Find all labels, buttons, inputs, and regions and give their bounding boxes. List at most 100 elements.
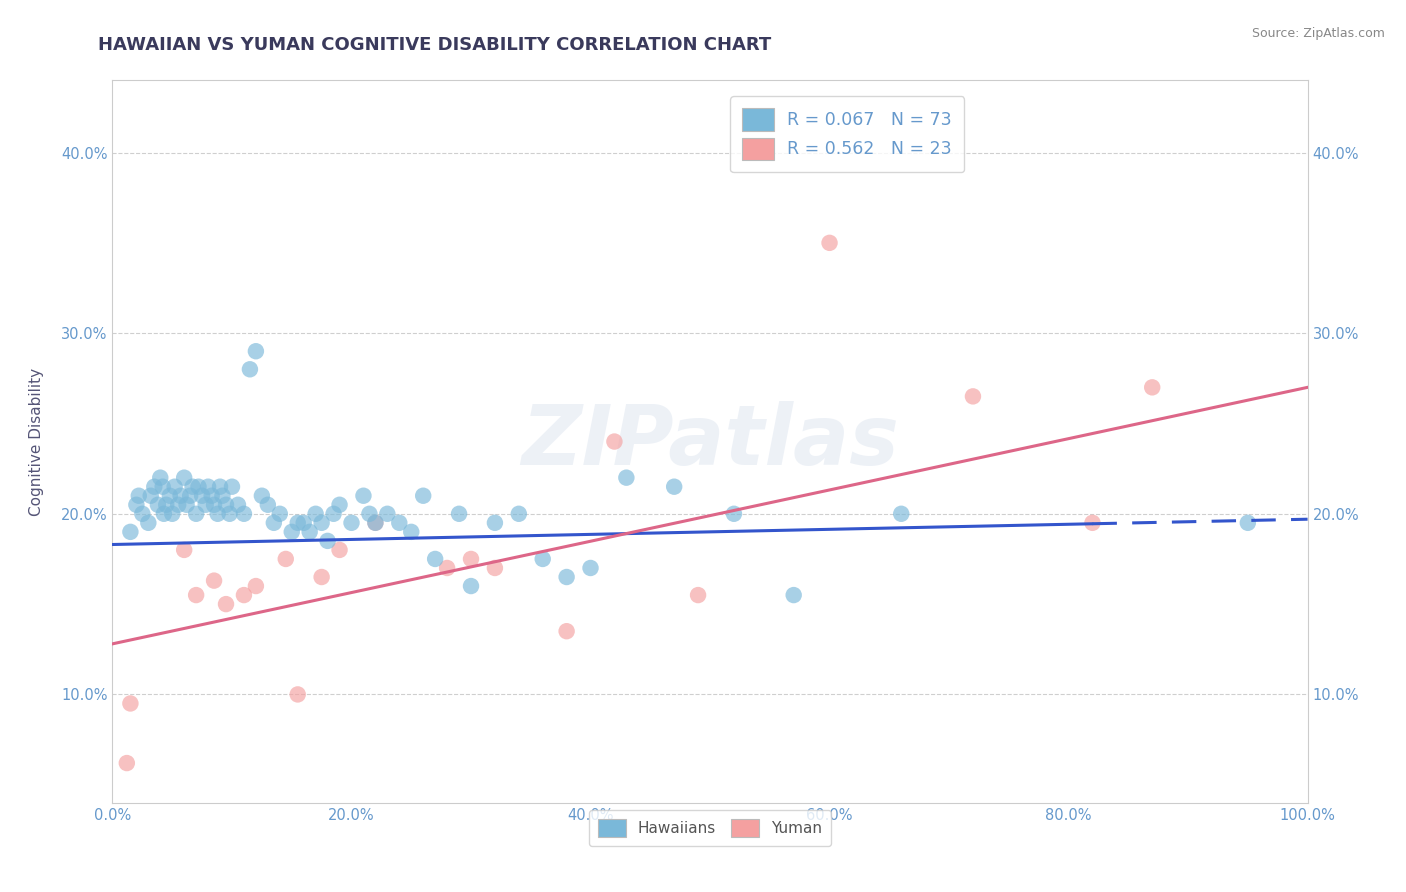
Point — [1081, 516, 1104, 530]
Point — [311, 516, 333, 530]
Point — [447, 507, 470, 521]
Point — [364, 516, 387, 530]
Point — [250, 489, 273, 503]
Point — [890, 507, 912, 521]
Point — [221, 480, 243, 494]
Point — [287, 687, 309, 701]
Point — [484, 516, 506, 530]
Point — [215, 498, 238, 512]
Point — [555, 570, 578, 584]
Point — [962, 389, 984, 403]
Point — [233, 588, 256, 602]
Point — [425, 552, 447, 566]
Point — [484, 561, 506, 575]
Point — [187, 480, 209, 494]
Point — [125, 498, 148, 512]
Point — [316, 533, 339, 548]
Point — [173, 471, 195, 485]
Point — [138, 516, 160, 530]
Point — [508, 507, 530, 521]
Point — [616, 471, 638, 485]
Point — [181, 480, 204, 494]
Point — [167, 498, 190, 512]
Point — [209, 480, 232, 494]
Point — [460, 579, 482, 593]
Point — [723, 507, 745, 521]
Point — [1142, 380, 1164, 394]
Point — [163, 480, 186, 494]
Point — [531, 552, 554, 566]
Point — [215, 597, 238, 611]
Point — [201, 489, 224, 503]
Point — [359, 507, 381, 521]
Point — [202, 574, 225, 588]
Point — [186, 588, 208, 602]
Point — [207, 507, 229, 521]
Text: ZIPatlas: ZIPatlas — [522, 401, 898, 482]
Point — [245, 579, 267, 593]
Point — [1237, 516, 1260, 530]
Point — [782, 588, 804, 602]
Point — [233, 507, 256, 521]
Point — [120, 524, 142, 539]
Point — [179, 489, 201, 503]
Point — [664, 480, 686, 494]
Text: HAWAIIAN VS YUMAN COGNITIVE DISABILITY CORRELATION CHART: HAWAIIAN VS YUMAN COGNITIVE DISABILITY C… — [98, 36, 772, 54]
Text: Source: ZipAtlas.com: Source: ZipAtlas.com — [1251, 27, 1385, 40]
Point — [460, 552, 482, 566]
Point — [257, 498, 280, 512]
Point — [603, 434, 626, 449]
Y-axis label: Cognitive Disability: Cognitive Disability — [30, 368, 45, 516]
Point — [281, 524, 304, 539]
Point — [162, 507, 183, 521]
Point — [311, 570, 333, 584]
Point — [377, 507, 399, 521]
Point — [263, 516, 285, 530]
Point — [143, 480, 166, 494]
Point — [186, 507, 208, 521]
Point — [131, 507, 153, 521]
Legend: Hawaiians, Yuman: Hawaiians, Yuman — [589, 810, 831, 846]
Point — [401, 524, 423, 539]
Point — [274, 552, 297, 566]
Point — [239, 362, 262, 376]
Point — [153, 507, 176, 521]
Point — [152, 480, 174, 494]
Point — [146, 498, 169, 512]
Point — [120, 697, 142, 711]
Point — [139, 489, 162, 503]
Point — [159, 489, 181, 503]
Point — [579, 561, 602, 575]
Point — [555, 624, 578, 639]
Point — [287, 516, 309, 530]
Point — [329, 498, 352, 512]
Point — [176, 498, 198, 512]
Point — [218, 507, 240, 521]
Point — [340, 516, 363, 530]
Point — [329, 542, 352, 557]
Point — [322, 507, 344, 521]
Point — [269, 507, 291, 521]
Point — [169, 489, 191, 503]
Point — [202, 498, 225, 512]
Point — [194, 498, 217, 512]
Point — [688, 588, 710, 602]
Point — [388, 516, 411, 530]
Point — [128, 489, 150, 503]
Point — [818, 235, 841, 250]
Point — [211, 489, 233, 503]
Point — [155, 498, 177, 512]
Point — [352, 489, 374, 503]
Point — [292, 516, 315, 530]
Point — [226, 498, 249, 512]
Point — [173, 542, 195, 557]
Point — [412, 489, 434, 503]
Point — [298, 524, 321, 539]
Point — [364, 516, 387, 530]
Point — [191, 489, 214, 503]
Point — [115, 756, 138, 770]
Point — [305, 507, 328, 521]
Point — [436, 561, 458, 575]
Point — [197, 480, 219, 494]
Point — [245, 344, 267, 359]
